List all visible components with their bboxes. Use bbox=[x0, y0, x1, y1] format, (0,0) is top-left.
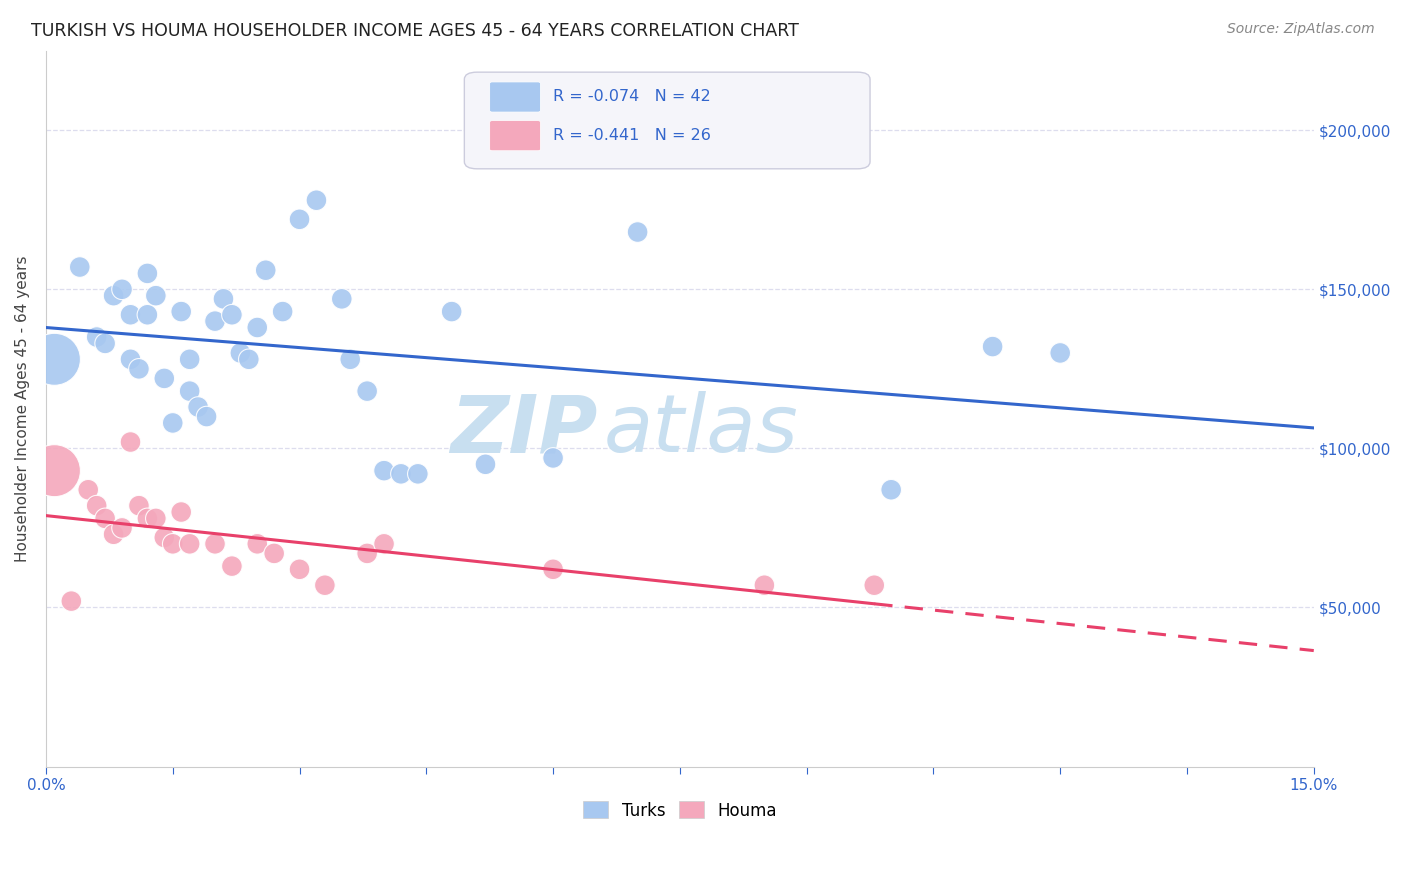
Point bbox=[373, 537, 395, 551]
Point bbox=[880, 483, 903, 497]
Point bbox=[179, 352, 201, 367]
Point bbox=[136, 267, 159, 281]
Point bbox=[541, 562, 564, 576]
Point bbox=[356, 546, 378, 560]
Text: R = -0.441   N = 26: R = -0.441 N = 26 bbox=[553, 128, 711, 144]
Point bbox=[69, 260, 91, 274]
Point bbox=[981, 340, 1004, 354]
Point bbox=[94, 511, 117, 525]
Point bbox=[288, 212, 311, 227]
Point bbox=[111, 521, 134, 535]
Point bbox=[179, 384, 201, 398]
Text: R = -0.074   N = 42: R = -0.074 N = 42 bbox=[553, 89, 711, 104]
Point bbox=[145, 288, 167, 302]
Point bbox=[330, 292, 353, 306]
Point bbox=[254, 263, 277, 277]
Point bbox=[246, 320, 269, 334]
Point bbox=[474, 458, 496, 472]
Point bbox=[179, 537, 201, 551]
Point bbox=[153, 371, 176, 385]
Point bbox=[162, 537, 184, 551]
Point bbox=[263, 546, 285, 560]
Point bbox=[314, 578, 336, 592]
Point bbox=[246, 537, 269, 551]
Point bbox=[271, 304, 294, 318]
Point bbox=[60, 594, 83, 608]
Point bbox=[406, 467, 429, 481]
Text: TURKISH VS HOUMA HOUSEHOLDER INCOME AGES 45 - 64 YEARS CORRELATION CHART: TURKISH VS HOUMA HOUSEHOLDER INCOME AGES… bbox=[31, 22, 799, 40]
Legend: Turks, Houma: Turks, Houma bbox=[576, 795, 783, 826]
Y-axis label: Householder Income Ages 45 - 64 years: Householder Income Ages 45 - 64 years bbox=[15, 255, 30, 562]
Point bbox=[170, 304, 193, 318]
Text: atlas: atlas bbox=[603, 391, 799, 469]
Point bbox=[162, 416, 184, 430]
Point bbox=[153, 531, 176, 545]
Point bbox=[339, 352, 361, 367]
Point bbox=[221, 559, 243, 574]
Point bbox=[128, 499, 150, 513]
Point bbox=[44, 352, 66, 367]
Point bbox=[136, 511, 159, 525]
Point bbox=[863, 578, 886, 592]
FancyBboxPatch shape bbox=[489, 120, 540, 151]
Point bbox=[288, 562, 311, 576]
Point bbox=[204, 537, 226, 551]
Point bbox=[120, 352, 142, 367]
Point bbox=[204, 314, 226, 328]
Point bbox=[86, 499, 108, 513]
Point bbox=[86, 330, 108, 344]
Point bbox=[373, 464, 395, 478]
Point bbox=[103, 527, 125, 541]
Point bbox=[187, 400, 209, 414]
FancyBboxPatch shape bbox=[489, 82, 540, 112]
Point bbox=[356, 384, 378, 398]
Point bbox=[111, 282, 134, 296]
Point bbox=[1049, 346, 1071, 360]
Point bbox=[120, 308, 142, 322]
Point bbox=[305, 193, 328, 207]
Text: ZIP: ZIP bbox=[450, 391, 598, 469]
Point bbox=[136, 308, 159, 322]
Point bbox=[170, 505, 193, 519]
Point bbox=[238, 352, 260, 367]
Point bbox=[120, 435, 142, 450]
Point bbox=[229, 346, 252, 360]
Point bbox=[128, 362, 150, 376]
Text: Source: ZipAtlas.com: Source: ZipAtlas.com bbox=[1227, 22, 1375, 37]
Point bbox=[221, 308, 243, 322]
Point bbox=[440, 304, 463, 318]
Point bbox=[389, 467, 412, 481]
Point bbox=[541, 450, 564, 465]
Point bbox=[195, 409, 218, 424]
Point bbox=[94, 336, 117, 351]
Point bbox=[145, 511, 167, 525]
Point bbox=[103, 288, 125, 302]
Point bbox=[626, 225, 648, 239]
Point bbox=[44, 464, 66, 478]
Point bbox=[754, 578, 776, 592]
Point bbox=[212, 292, 235, 306]
FancyBboxPatch shape bbox=[464, 72, 870, 169]
Point bbox=[77, 483, 100, 497]
